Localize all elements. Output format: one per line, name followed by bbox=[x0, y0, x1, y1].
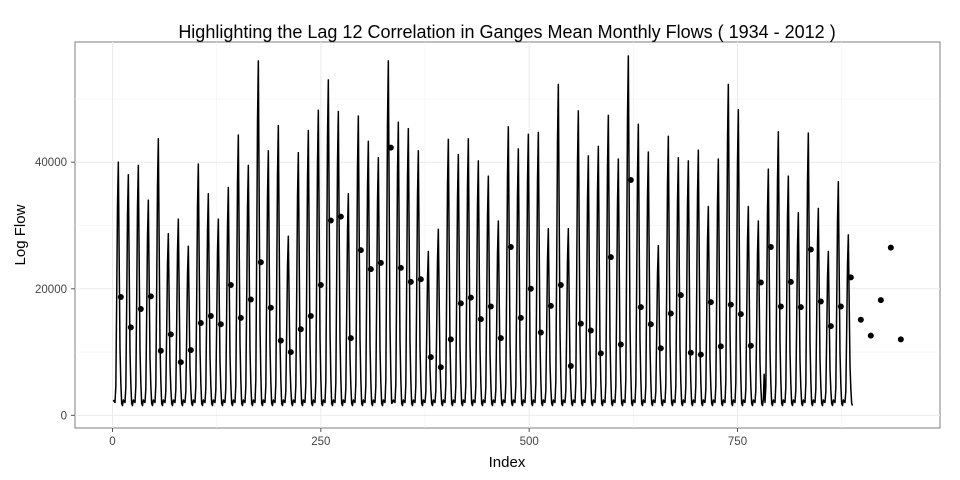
lag12-point bbox=[877, 297, 884, 304]
lag12-point bbox=[347, 335, 354, 342]
lag12-point bbox=[217, 321, 224, 328]
lag12-point bbox=[257, 259, 264, 266]
lag12-point bbox=[637, 304, 644, 311]
lag12-point bbox=[717, 343, 724, 350]
lag12-point bbox=[527, 285, 534, 292]
lag12-point bbox=[897, 336, 904, 343]
lag12-point bbox=[537, 329, 544, 336]
lag12-point bbox=[687, 349, 694, 356]
lag12-point bbox=[497, 335, 504, 342]
lag12-point bbox=[247, 296, 254, 303]
lag12-point bbox=[867, 332, 874, 339]
lag12-point bbox=[167, 331, 174, 338]
lag12-point bbox=[747, 342, 754, 349]
lag12-point bbox=[457, 300, 464, 307]
lag12-point bbox=[227, 281, 234, 288]
lag12-point bbox=[117, 294, 124, 301]
lag12-point bbox=[477, 316, 484, 323]
lag12-point bbox=[297, 326, 304, 333]
lag12-point bbox=[587, 327, 594, 334]
chart-title: Highlighting the Lag 12 Correlation in G… bbox=[178, 22, 835, 42]
lag12-point bbox=[157, 347, 164, 354]
lag12-point bbox=[517, 314, 524, 321]
lag12-point bbox=[607, 254, 614, 261]
lag12-point bbox=[567, 362, 574, 369]
lag12-point bbox=[707, 299, 714, 306]
y-axis-label: Log Flow bbox=[12, 204, 29, 265]
x-tick-label: 250 bbox=[311, 436, 330, 448]
lag12-point bbox=[727, 301, 734, 308]
lag12-point bbox=[677, 292, 684, 299]
x-tick-label: 750 bbox=[728, 436, 747, 448]
lag12-point bbox=[377, 259, 384, 266]
lag12-point bbox=[197, 319, 204, 326]
lag12-point bbox=[807, 246, 814, 253]
lag12-point bbox=[787, 278, 794, 285]
lag12-point bbox=[317, 281, 324, 288]
lag12-point bbox=[887, 244, 894, 251]
lag12-point bbox=[207, 312, 214, 319]
lag12-point bbox=[777, 303, 784, 310]
lag12-point bbox=[647, 321, 654, 328]
lag12-point bbox=[387, 144, 394, 151]
lag12-point bbox=[857, 316, 864, 323]
lag12-point bbox=[467, 294, 474, 301]
lag12-point bbox=[557, 281, 564, 288]
lag12-point bbox=[137, 306, 144, 313]
y-tick-label: 0 bbox=[61, 410, 67, 422]
lag12-point bbox=[737, 311, 744, 318]
y-axis-ticks: 0 20000 40000 bbox=[35, 157, 75, 422]
lag12-point bbox=[577, 320, 584, 327]
lag12-point bbox=[267, 304, 274, 311]
lag12-point bbox=[287, 349, 294, 356]
lag12-point bbox=[697, 351, 704, 358]
lag12-point bbox=[427, 354, 434, 361]
y-tick-label: 20000 bbox=[35, 284, 67, 296]
x-axis-ticks: 0 250 500 750 bbox=[109, 428, 747, 448]
lag12-point bbox=[277, 337, 284, 344]
lag12-point bbox=[487, 303, 494, 310]
lag12-point bbox=[597, 350, 604, 357]
lag12-point bbox=[757, 279, 764, 286]
lag12-point bbox=[237, 314, 244, 321]
x-axis-label: Index bbox=[489, 454, 526, 471]
lag12-point bbox=[447, 336, 454, 343]
lag12-point bbox=[847, 274, 854, 281]
lag12-point bbox=[367, 266, 374, 273]
lag12-points bbox=[117, 144, 904, 371]
lag12-point bbox=[437, 364, 444, 371]
x-tick-label: 0 bbox=[109, 436, 115, 448]
lag12-point bbox=[827, 323, 834, 330]
lag12-point bbox=[657, 345, 664, 352]
lag12-point bbox=[177, 359, 184, 366]
lag12-point bbox=[547, 302, 554, 309]
lag12-point bbox=[327, 217, 334, 224]
lag12-point bbox=[417, 276, 424, 283]
lag12-point bbox=[337, 213, 344, 220]
lag12-point bbox=[627, 176, 634, 183]
y-tick-label: 40000 bbox=[35, 157, 67, 169]
lag12-point bbox=[147, 293, 154, 300]
lag12-point bbox=[127, 324, 134, 331]
lag12-point bbox=[797, 304, 804, 311]
lag12-point bbox=[667, 310, 674, 317]
flow-line bbox=[112, 55, 854, 407]
x-tick-label: 500 bbox=[520, 436, 539, 448]
lag12-point bbox=[617, 341, 624, 348]
lag12-point bbox=[507, 244, 514, 251]
lag12-point bbox=[837, 303, 844, 310]
lag12-point bbox=[397, 264, 404, 271]
lag12-point bbox=[407, 278, 414, 285]
lag12-point bbox=[817, 298, 824, 305]
lag12-point bbox=[187, 347, 194, 354]
lag12-point bbox=[307, 312, 314, 319]
lag12-point bbox=[767, 244, 774, 251]
lag12-point bbox=[357, 247, 364, 254]
